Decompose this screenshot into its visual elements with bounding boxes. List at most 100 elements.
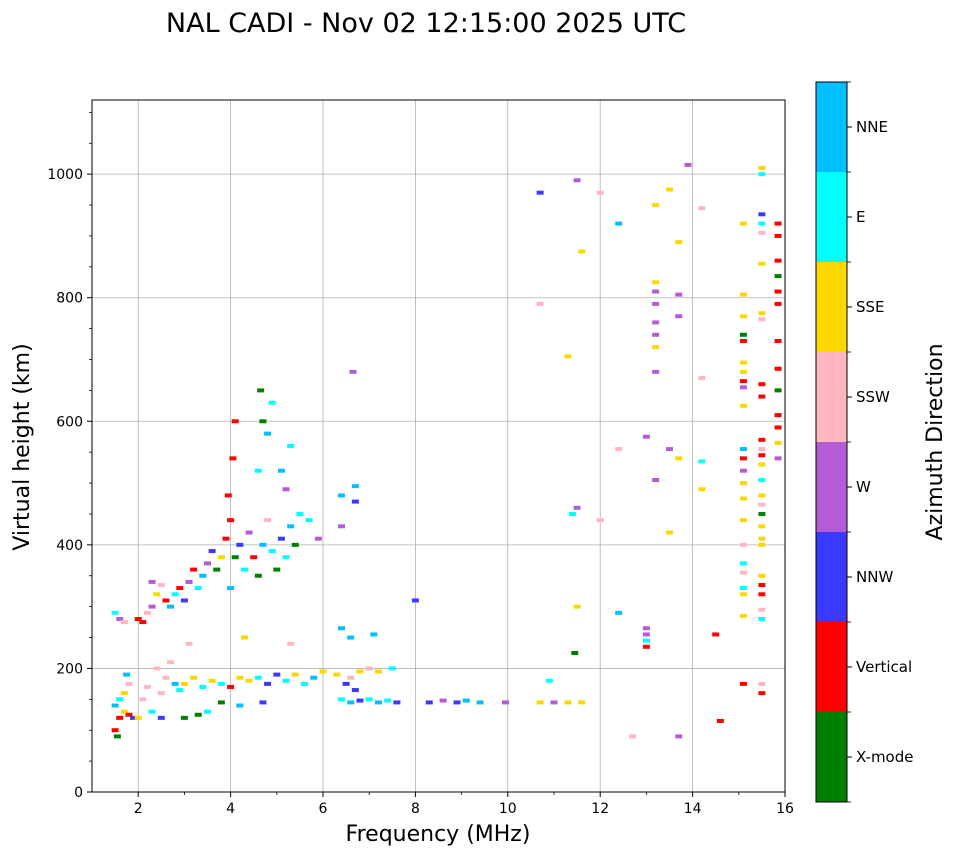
- data-point-w: [675, 314, 683, 319]
- data-point-e: [305, 518, 313, 523]
- data-point-sse: [120, 709, 128, 714]
- data-point-w: [282, 487, 290, 492]
- data-point-nnw: [130, 715, 138, 720]
- data-point-vertical: [774, 425, 782, 430]
- data-point-e: [268, 549, 276, 554]
- data-point-ssw: [167, 660, 175, 665]
- x-tick-label: 14: [684, 801, 702, 817]
- colorbar-swatch: [816, 622, 847, 712]
- data-point-sse: [652, 345, 660, 350]
- data-point-nnw: [264, 681, 272, 686]
- data-point-nne: [615, 610, 623, 615]
- data-points: [111, 162, 782, 739]
- data-point-vertical: [758, 382, 766, 387]
- data-point-x-mode: [180, 715, 188, 720]
- data-point-sse: [758, 524, 766, 529]
- data-point-nne: [462, 698, 470, 703]
- x-tick-label: 8: [411, 801, 420, 817]
- data-point-vertical: [774, 233, 782, 238]
- data-point-w: [148, 579, 156, 584]
- data-point-sse: [240, 635, 248, 640]
- data-point-w: [185, 579, 193, 584]
- data-point-w: [573, 505, 581, 510]
- data-point-w: [652, 289, 660, 294]
- data-point-nnw: [758, 212, 766, 217]
- data-point-vertical: [176, 586, 184, 591]
- colorbar: X-mode Vertical NNW W SSW SSE E NNE: [815, 81, 913, 803]
- data-point-vertical: [139, 620, 147, 625]
- data-point-vertical: [250, 555, 258, 560]
- grid: [92, 100, 785, 792]
- data-point-e: [337, 697, 345, 702]
- data-point-e: [698, 459, 706, 464]
- data-point-sse: [652, 280, 660, 285]
- data-point-e: [254, 675, 262, 680]
- data-point-sse: [739, 481, 747, 486]
- data-point-e: [194, 586, 202, 591]
- data-point-e: [739, 561, 747, 566]
- data-point-w: [642, 434, 650, 439]
- data-point-nnw: [180, 598, 188, 603]
- data-point-vertical: [162, 598, 170, 603]
- data-point-sse: [245, 678, 253, 683]
- data-point-sse: [675, 240, 683, 245]
- data-point-e: [545, 678, 553, 683]
- data-point-nne: [236, 703, 244, 708]
- data-point-nnw: [351, 688, 359, 693]
- colorbar-swatch: [816, 262, 847, 352]
- colorbar-label: W: [856, 478, 871, 496]
- colorbar-label: SSE: [856, 298, 885, 316]
- data-point-e: [268, 400, 276, 405]
- data-point-nnw: [277, 536, 285, 541]
- data-point-nnw: [411, 598, 419, 603]
- data-point-sse: [675, 456, 683, 461]
- data-point-ssw: [758, 607, 766, 612]
- data-point-e: [282, 555, 290, 560]
- data-point-sse: [374, 669, 382, 674]
- data-point-nnw: [356, 698, 364, 703]
- data-point-sse: [291, 672, 299, 677]
- data-point-ssw: [264, 518, 272, 523]
- data-point-nne: [351, 484, 359, 489]
- data-point-nne: [310, 675, 318, 680]
- colorbar-swatch: [816, 172, 847, 262]
- data-point-sse: [236, 675, 244, 680]
- data-point-w: [148, 604, 156, 609]
- data-point-nnw: [273, 672, 281, 677]
- y-tick-label: 200: [56, 661, 83, 677]
- data-point-sse: [739, 403, 747, 408]
- data-point-w: [652, 369, 660, 374]
- chart-title: NAL CADI - Nov 02 12:15:00 2025 UTC: [166, 8, 686, 39]
- data-point-e: [287, 444, 295, 448]
- data-point-x-mode: [571, 650, 579, 655]
- data-point-e: [365, 697, 373, 702]
- data-point-vertical: [739, 379, 747, 384]
- data-point-w: [739, 468, 747, 473]
- data-point-w: [573, 178, 581, 183]
- data-point-w: [774, 456, 782, 461]
- data-point-sse: [666, 187, 673, 192]
- data-point-w: [652, 301, 660, 306]
- y-axis-label: Virtual height (km): [10, 343, 35, 550]
- colorbar-swatch: [816, 352, 847, 442]
- data-point-x-mode: [291, 542, 299, 547]
- data-point-w: [652, 477, 660, 482]
- data-point-ssw: [162, 675, 170, 680]
- data-point-w: [675, 734, 683, 739]
- data-point-ssw: [120, 620, 128, 625]
- data-point-vertical: [758, 394, 766, 399]
- data-point-ssw: [347, 675, 355, 680]
- data-point-e: [217, 681, 225, 686]
- data-point-w: [652, 332, 660, 337]
- data-point-nnw: [236, 542, 244, 547]
- data-point-sse: [666, 530, 673, 535]
- data-point-nne: [347, 700, 355, 705]
- data-point-sse: [739, 360, 747, 365]
- data-point-e: [176, 688, 184, 693]
- colorbar-swatch: [816, 82, 847, 172]
- data-point-ssw: [153, 666, 161, 671]
- data-point-nne: [227, 586, 235, 591]
- data-point-w: [666, 447, 673, 452]
- data-point-nne: [199, 573, 207, 578]
- data-point-sse: [758, 573, 766, 578]
